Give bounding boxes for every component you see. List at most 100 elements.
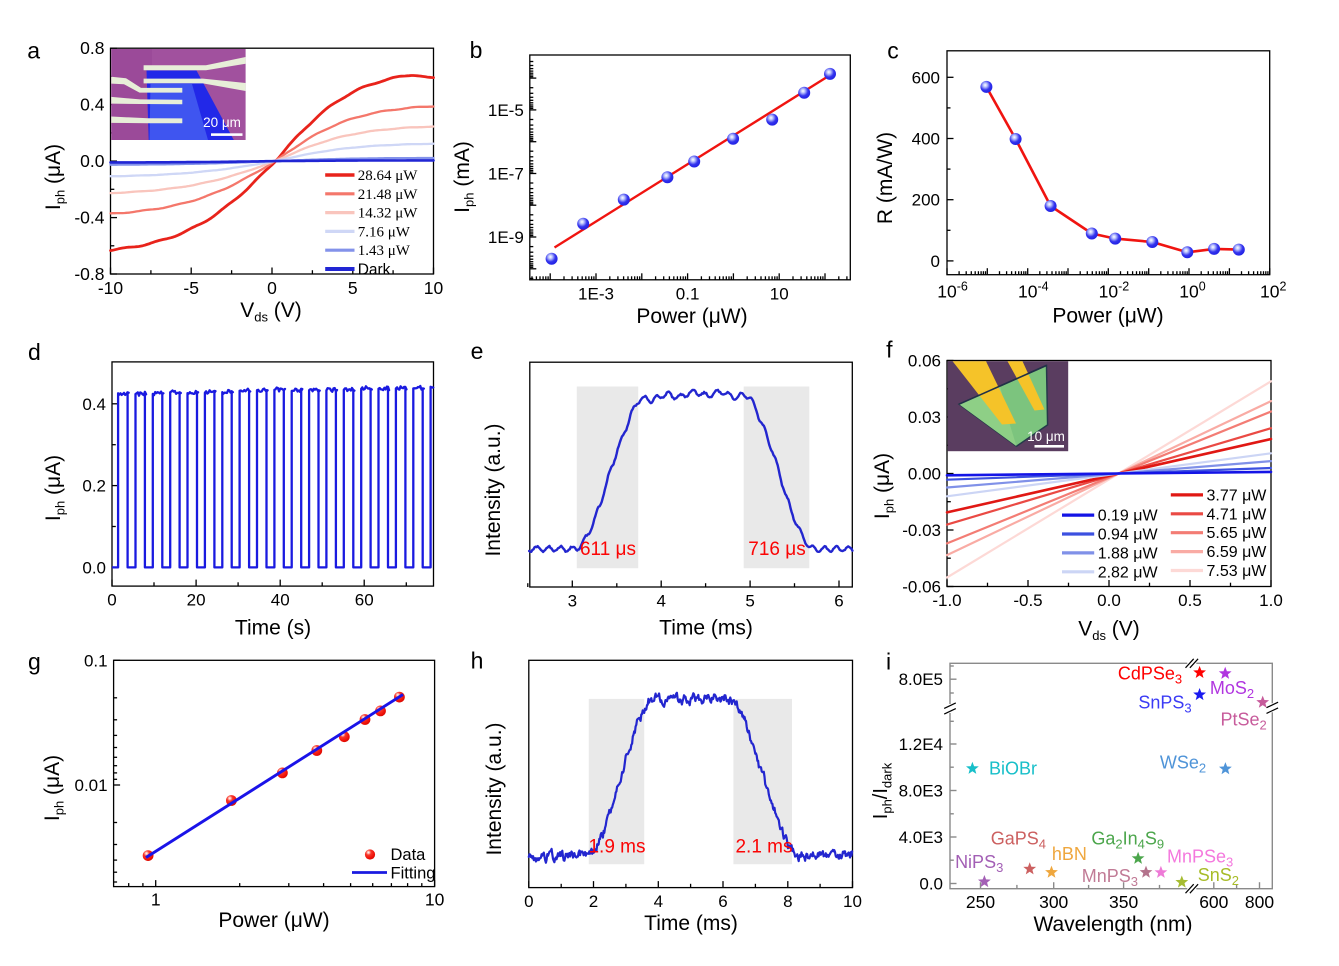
svg-text:PtSe2: PtSe2	[1220, 710, 1266, 733]
svg-text:Iph (μA): Iph (μA)	[871, 453, 897, 519]
svg-text:0: 0	[524, 892, 533, 911]
svg-text:Data: Data	[391, 846, 427, 864]
svg-text:8.0E5: 8.0E5	[899, 670, 943, 689]
svg-text:NiPS3: NiPS3	[955, 852, 1003, 875]
svg-text:0.1: 0.1	[84, 651, 108, 670]
svg-text:1E-7: 1E-7	[488, 165, 524, 184]
svg-text:4.0E3: 4.0E3	[899, 828, 943, 847]
svg-text:-0.5: -0.5	[1013, 591, 1042, 610]
svg-text:5.65 μW: 5.65 μW	[1207, 525, 1268, 542]
svg-text:6: 6	[834, 592, 843, 611]
svg-text:0: 0	[107, 591, 116, 610]
svg-text:0.2: 0.2	[82, 477, 106, 496]
svg-text:611 μs: 611 μs	[580, 539, 636, 560]
svg-text:0: 0	[267, 278, 277, 298]
svg-text:0.03: 0.03	[908, 408, 941, 427]
svg-text:Power (μW): Power (μW)	[636, 305, 747, 328]
svg-text:Ga2In4S9: Ga2In4S9	[1091, 829, 1164, 852]
svg-text:0.5: 0.5	[1178, 591, 1202, 610]
svg-text:350: 350	[1109, 892, 1138, 912]
svg-text:1.9 ms: 1.9 ms	[588, 837, 645, 858]
svg-text:3: 3	[568, 592, 577, 611]
svg-text:-0.06: -0.06	[902, 578, 941, 597]
svg-text:8: 8	[783, 892, 792, 911]
svg-text:0.94 μW: 0.94 μW	[1098, 527, 1159, 544]
svg-text:GaPS4: GaPS4	[991, 829, 1046, 852]
svg-text:5: 5	[745, 592, 754, 611]
svg-text:0.0: 0.0	[80, 151, 105, 171]
svg-text:40: 40	[271, 591, 290, 610]
svg-text:SnS2: SnS2	[1198, 865, 1239, 888]
svg-text:MoS2: MoS2	[1210, 678, 1254, 701]
svg-text:4: 4	[654, 892, 663, 911]
svg-text:-0.03: -0.03	[902, 521, 941, 540]
svg-text:0: 0	[931, 252, 940, 271]
svg-text:200: 200	[912, 191, 940, 210]
svg-text:Time (s): Time (s)	[235, 617, 311, 640]
svg-text:5: 5	[348, 278, 358, 298]
svg-text:WSe2: WSe2	[1160, 753, 1206, 776]
svg-text:Time (ms): Time (ms)	[644, 912, 738, 935]
svg-text:14.32 μW: 14.32 μW	[358, 206, 419, 222]
svg-text:1: 1	[151, 890, 161, 910]
svg-text:0.06: 0.06	[908, 352, 941, 371]
svg-text:Power (μW): Power (μW)	[218, 909, 329, 932]
svg-text:MnPSe3: MnPSe3	[1167, 847, 1233, 870]
svg-text:h: h	[471, 648, 484, 674]
svg-text:d: d	[28, 339, 41, 365]
svg-text:6.59 μW: 6.59 μW	[1207, 544, 1268, 561]
svg-text:1.2E4: 1.2E4	[899, 735, 943, 754]
svg-text:SnPS3: SnPS3	[1138, 693, 1191, 716]
svg-text:Dark: Dark	[358, 262, 391, 279]
svg-text:0.8: 0.8	[80, 38, 104, 58]
svg-text:f: f	[886, 337, 893, 363]
svg-text:600: 600	[1199, 892, 1228, 912]
svg-text:800: 800	[1245, 892, 1274, 912]
svg-text:4.71 μW: 4.71 μW	[1207, 506, 1268, 523]
svg-text:Iph/Idark: Iph/Idark	[870, 762, 895, 819]
svg-text:600: 600	[912, 68, 940, 87]
svg-text:Power (μW): Power (μW)	[1052, 305, 1163, 328]
svg-text:1E-5: 1E-5	[488, 101, 524, 120]
svg-text:-10: -10	[98, 278, 124, 298]
svg-text:10: 10	[843, 892, 862, 911]
svg-text:10: 10	[770, 284, 789, 303]
svg-text:Time (ms): Time (ms)	[659, 617, 753, 640]
svg-text:c: c	[887, 38, 899, 64]
svg-text:0.0: 0.0	[1097, 591, 1121, 610]
svg-text:0.1: 0.1	[676, 284, 700, 303]
svg-text:250: 250	[966, 892, 995, 912]
svg-text:1.0: 1.0	[1259, 591, 1283, 610]
svg-text:0.4: 0.4	[80, 95, 105, 115]
svg-text:a: a	[27, 37, 40, 63]
svg-text:1.88 μW: 1.88 μW	[1098, 545, 1159, 562]
svg-text:3.77 μW: 3.77 μW	[1207, 487, 1268, 504]
svg-text:e: e	[471, 338, 484, 364]
svg-text:0.01: 0.01	[75, 776, 108, 795]
svg-text:b: b	[470, 37, 483, 63]
svg-text:Fitting: Fitting	[391, 865, 436, 883]
svg-text:60: 60	[355, 591, 374, 610]
svg-text:Intensity (a.u.): Intensity (a.u.)	[483, 722, 506, 855]
svg-text:1E-3: 1E-3	[578, 284, 614, 303]
svg-text:0.00: 0.00	[908, 465, 941, 484]
svg-text:1.43 μW: 1.43 μW	[358, 243, 411, 259]
svg-text:4: 4	[656, 592, 665, 611]
svg-text:i: i	[886, 649, 891, 675]
svg-text:716 μs: 716 μs	[748, 539, 805, 560]
svg-text:0.4: 0.4	[82, 395, 106, 414]
svg-text:0.0: 0.0	[919, 875, 943, 894]
svg-text:400: 400	[912, 130, 940, 149]
svg-text:g: g	[28, 649, 41, 675]
svg-text:-1.0: -1.0	[932, 591, 961, 610]
svg-text:300: 300	[1039, 892, 1068, 912]
svg-text:Vds (V): Vds (V)	[240, 299, 302, 325]
svg-text:MnPS3: MnPS3	[1082, 866, 1138, 889]
svg-text:-0.4: -0.4	[74, 208, 104, 228]
svg-text:Wavelength (nm): Wavelength (nm)	[1033, 913, 1192, 936]
svg-text:10: 10	[425, 890, 445, 910]
svg-text:BiOBr: BiOBr	[989, 759, 1037, 779]
svg-text:7.53 μW: 7.53 μW	[1207, 563, 1268, 580]
svg-text:2.82 μW: 2.82 μW	[1098, 564, 1159, 581]
svg-text:0.0: 0.0	[82, 558, 106, 577]
